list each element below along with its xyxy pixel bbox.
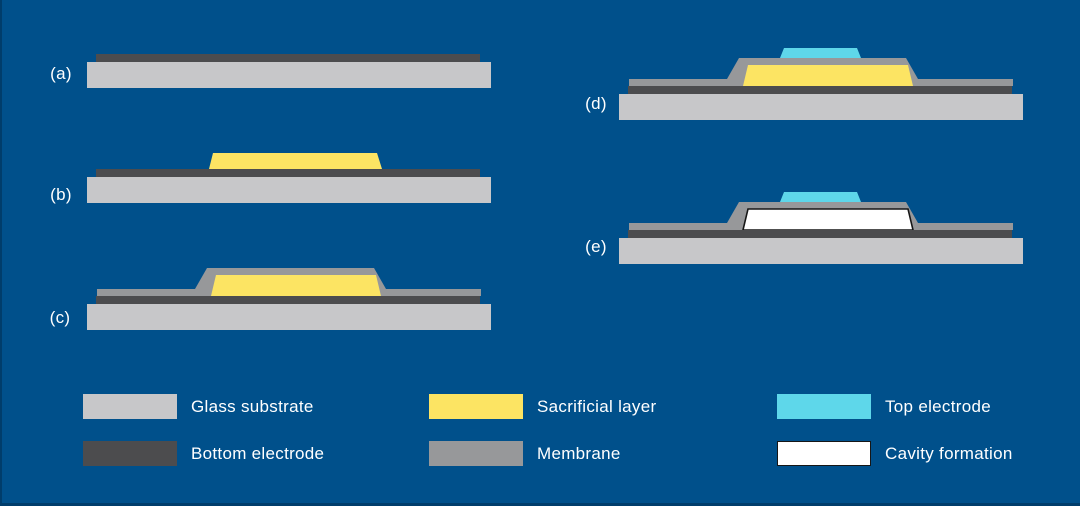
step-e-drawing	[619, 192, 1023, 264]
step-a-label: (a)	[50, 64, 72, 83]
bottom-electrode-layer	[96, 54, 480, 62]
step-e	[617, 190, 1025, 266]
glass-substrate-layer	[87, 304, 491, 330]
step-a-drawing	[87, 54, 491, 88]
legend-label: Glass substrate	[191, 397, 314, 416]
top-electrode-layer	[780, 192, 861, 202]
top-electrode-swatch	[777, 394, 871, 419]
sacrificial-layer	[209, 153, 382, 169]
sacrificial-layer-swatch	[429, 394, 523, 419]
legend-label: Top electrode	[885, 397, 991, 416]
bottom-electrode-swatch	[83, 441, 177, 466]
glass-substrate-layer	[87, 177, 491, 203]
step-c-drawing	[87, 268, 491, 330]
sacrificial-layer	[211, 275, 381, 296]
legend-label: Bottom electrode	[191, 444, 325, 463]
legend-item-glass-substrate: Glass substrate	[83, 394, 314, 419]
legend-label: Membrane	[537, 444, 621, 463]
step-b-label: (b)	[50, 185, 72, 204]
cavity-region	[741, 208, 915, 231]
legend-item-sacrificial-layer: Sacrificial layer	[429, 394, 656, 419]
step-d-drawing	[619, 48, 1023, 120]
legend-label: Cavity formation	[885, 444, 1013, 463]
bottom-electrode-layer	[96, 169, 480, 177]
sacrificial-layer	[743, 65, 913, 86]
step-b-drawing	[87, 153, 491, 203]
legend-item-cavity-formation: Cavity formation	[777, 441, 1013, 466]
bottom-electrode-layer	[628, 86, 1012, 94]
glass-substrate-swatch	[83, 394, 177, 419]
glass-substrate-layer	[87, 62, 491, 88]
cavity-formation-swatch	[777, 441, 871, 466]
top-electrode-layer	[780, 48, 861, 58]
membrane-swatch	[429, 441, 523, 466]
step-a	[85, 52, 493, 90]
legend-item-bottom-electrode: Bottom electrode	[83, 441, 324, 466]
step-b	[85, 151, 493, 205]
glass-substrate-layer	[619, 94, 1023, 120]
legend-item-top-electrode: Top electrode	[777, 394, 991, 419]
legend-label: Sacrificial layer	[537, 397, 657, 416]
step-c	[85, 266, 493, 332]
step-d-label: (d)	[585, 94, 607, 113]
bottom-electrode-layer	[628, 230, 1012, 238]
bottom-electrode-layer	[96, 296, 480, 304]
glass-substrate-layer	[619, 238, 1023, 264]
step-c-label: (c)	[49, 308, 71, 327]
step-d	[617, 46, 1025, 122]
legend-item-membrane: Membrane	[429, 441, 621, 466]
step-e-label: (e)	[585, 237, 607, 256]
